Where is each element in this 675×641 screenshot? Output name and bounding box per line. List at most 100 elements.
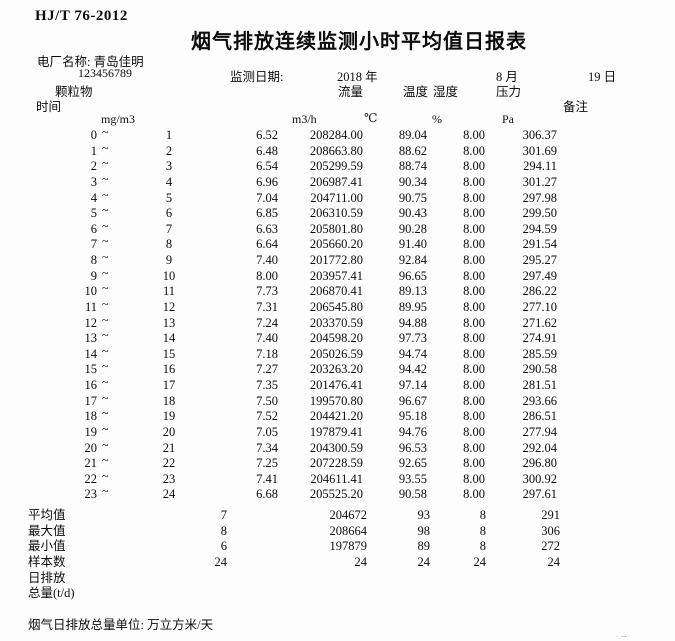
summary-temp-cell: 93 xyxy=(417,508,431,522)
tilde-separator: ~ xyxy=(97,394,156,410)
humidity-value-cell: 8.00 xyxy=(463,471,485,486)
remark-cell xyxy=(557,472,675,488)
flow-value-cell: 206870.41 xyxy=(309,284,363,299)
summary-row: 样本数 24 24 24 24 24 xyxy=(0,555,675,571)
hour-end-cell: 3 xyxy=(165,159,173,174)
pressure-value-cell: 290.58 xyxy=(522,362,557,377)
pressure-value-cell: 271.62 xyxy=(522,315,557,330)
table-row: 14 ~15 7.18 205026.59 94.74 8.00 285.59 xyxy=(0,347,675,363)
unit-flow: m3/h xyxy=(292,112,317,126)
pressure-value-cell: 274.91 xyxy=(522,331,557,346)
temp-value-cell: 88.62 xyxy=(398,143,427,158)
hour-end-cell: 4 xyxy=(165,174,173,189)
flow-value-cell: 204611.41 xyxy=(310,471,363,486)
tilde-separator: ~ xyxy=(97,284,156,300)
humidity-value-cell: 8.00 xyxy=(463,143,485,158)
humidity-value-cell: 8.00 xyxy=(463,362,485,377)
summary-label: 最小值 xyxy=(28,539,66,554)
summary-humidity-cell: 24 xyxy=(473,554,487,569)
hour-end-cell: 2 xyxy=(165,143,173,158)
standard-code: HJ/T 76-2012 xyxy=(35,8,128,24)
remark-cell xyxy=(557,362,675,378)
summary-remark-cell xyxy=(560,524,675,540)
table-row: 1 ~2 6.48 208663.80 88.62 8.00 301.69 xyxy=(0,144,675,160)
flow-value-cell: 204711.00 xyxy=(310,190,363,205)
summary-remark-cell xyxy=(560,555,675,571)
humidity-value-cell: 8.00 xyxy=(463,128,485,142)
humidity-value-cell: 8.00 xyxy=(463,315,485,330)
table-row: 13 ~14 7.40 204598.20 97.73 8.00 274.91 xyxy=(0,331,675,347)
temp-value-cell: 96.53 xyxy=(398,440,427,455)
remark-cell xyxy=(557,222,675,238)
tilde-separator: ~ xyxy=(97,425,156,441)
humidity-value-cell: 8.00 xyxy=(463,440,485,455)
tilde-separator: ~ xyxy=(97,269,156,285)
tilde-glyph: ~ xyxy=(102,471,109,483)
unit-temp: ℃ xyxy=(364,111,378,125)
temp-value-cell: 89.95 xyxy=(398,299,427,314)
summary-pressure-cell: 24 xyxy=(547,554,561,569)
summary-flow-cell: 197879 xyxy=(329,539,368,554)
flow-value-cell: 203263.20 xyxy=(309,362,363,377)
temp-value-cell: 90.58 xyxy=(398,487,427,502)
summary-table-body: 平均值 7 204672 93 8 291 最大值 8 208664 98 8 306 最小值 6 1978… xyxy=(0,508,675,602)
hour-end-cell: 24 xyxy=(162,487,176,502)
tilde-separator: ~ xyxy=(97,362,156,378)
summary-flow-cell: 204672 xyxy=(329,508,368,522)
tilde-glyph: ~ xyxy=(102,456,109,468)
summary-row: 总量(t/d) xyxy=(0,586,675,602)
hour-start-cell: 22 xyxy=(84,471,98,486)
remark-cell xyxy=(557,128,675,144)
remark-cell xyxy=(557,144,675,160)
hour-start-cell: 8 xyxy=(90,253,97,267)
summary-temp-cell xyxy=(367,571,430,587)
summary-pm-cell: 24 xyxy=(214,554,228,569)
tilde-separator: ~ xyxy=(97,237,156,253)
tilde-separator: ~ xyxy=(97,300,156,316)
hour-start-cell: 6 xyxy=(90,221,97,236)
tilde-glyph: ~ xyxy=(102,174,109,186)
pm-value-cell: 7.73 xyxy=(256,284,278,299)
hour-start-cell: 18 xyxy=(84,409,98,424)
plant-tick-mark: ` xyxy=(38,62,43,76)
tilde-separator: ~ xyxy=(97,456,156,472)
table-row: 16 ~17 7.35 201476.41 97.14 8.00 281.51 xyxy=(0,378,675,394)
flow-value-cell: 201476.41 xyxy=(309,378,363,392)
tilde-glyph: ~ xyxy=(102,440,109,452)
summary-pad xyxy=(0,539,28,555)
hour-end-cell: 8 xyxy=(165,237,173,252)
remark-cell xyxy=(557,394,675,410)
table-row: 3 ~4 6.96 206987.41 90.34 8.00 301.27 xyxy=(0,175,675,191)
tilde-glyph: ~ xyxy=(102,378,109,389)
humidity-value-cell: 8.00 xyxy=(463,253,485,267)
temp-value-cell: 91.40 xyxy=(398,237,427,252)
humidity-value-cell: 8.00 xyxy=(463,299,485,314)
page-edge-fragment: · -- xyxy=(616,634,628,640)
pressure-value-cell: 297.98 xyxy=(522,190,557,205)
humidity-value-cell: 8.00 xyxy=(463,331,485,346)
remark-cell xyxy=(557,206,675,222)
hour-end-cell: 10 xyxy=(162,268,176,283)
hour-end-cell: 21 xyxy=(162,440,176,455)
column-header-humidity: 湿度 xyxy=(433,85,459,99)
table-row: 5 ~6 6.85 206310.59 90.43 8.00 299.50 xyxy=(0,206,675,222)
table-row: 9 ~10 8.00 203957.41 96.65 8.00 297.49 xyxy=(0,269,675,285)
summary-pm-cell xyxy=(127,571,227,587)
summary-pressure-cell: 272 xyxy=(541,539,560,554)
temp-value-cell: 94.88 xyxy=(398,315,427,330)
pm-value-cell: 6.48 xyxy=(256,143,278,158)
tilde-glyph: ~ xyxy=(102,128,109,139)
summary-humidity-cell xyxy=(430,586,486,602)
summary-label: 平均值 xyxy=(28,508,66,522)
table-row: 20 ~21 7.34 204300.59 96.53 8.00 292.04 xyxy=(0,441,675,457)
summary-label: 最大值 xyxy=(28,523,66,538)
hour-end-cell: 18 xyxy=(162,393,176,408)
temp-value-cell: 97.14 xyxy=(398,378,427,392)
tilde-glyph: ~ xyxy=(102,487,109,499)
table-row: 11 ~12 7.31 206545.80 89.95 8.00 277.10 xyxy=(0,300,675,316)
temp-value-cell: 94.76 xyxy=(398,424,427,439)
flow-value-cell: 201772.80 xyxy=(309,253,363,267)
pressure-value-cell: 296.80 xyxy=(522,456,557,471)
tilde-separator: ~ xyxy=(97,206,156,222)
pressure-value-cell: 301.27 xyxy=(522,174,557,189)
